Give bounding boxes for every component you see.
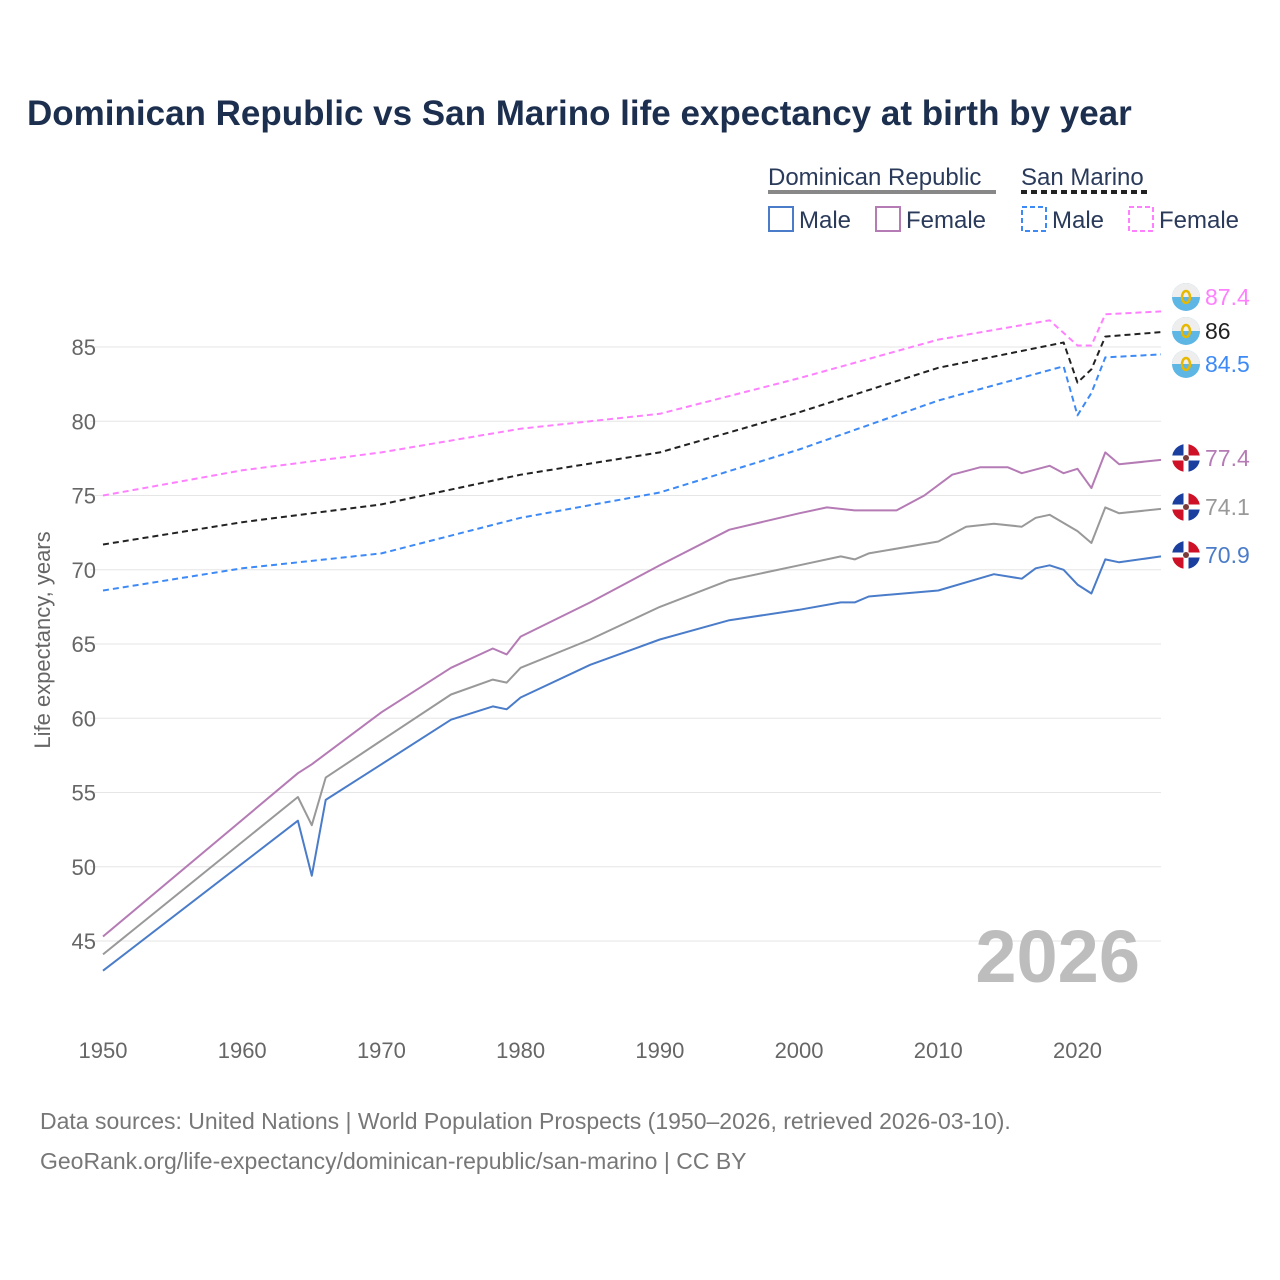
y-tick-label: 45 xyxy=(72,929,96,954)
end-value-label: 70.9 xyxy=(1205,542,1250,568)
x-tick-label: 2010 xyxy=(914,1038,963,1063)
flag-icon xyxy=(1172,350,1200,378)
legend-item-label: Female xyxy=(906,207,986,234)
series-line-san-marino-female xyxy=(102,310,1162,497)
y-tick-label: 70 xyxy=(72,558,96,583)
legend-swatch xyxy=(1128,206,1154,232)
end-value-label: 86 xyxy=(1205,318,1231,344)
flag-icon xyxy=(1172,444,1200,472)
flag-icon xyxy=(1172,283,1200,311)
source-note: Data sources: United Nations | World Pop… xyxy=(40,1108,1011,1134)
end-value-label: 77.4 xyxy=(1205,445,1250,471)
series-line-dominican-republic-male xyxy=(102,555,1162,972)
legend-swatch xyxy=(875,206,901,232)
legend-swatch xyxy=(1021,206,1047,232)
x-tick-label: 2020 xyxy=(1053,1038,1102,1063)
x-tick-label: 2000 xyxy=(775,1038,824,1063)
y-tick-label: 60 xyxy=(72,706,96,731)
flag-icon xyxy=(1172,493,1200,521)
y-tick-label: 55 xyxy=(72,781,96,806)
legend-group-label: Dominican Republic xyxy=(768,164,981,191)
legend-swatch xyxy=(768,206,794,232)
y-tick-label: 50 xyxy=(72,855,96,880)
series-line-dominican-republic-total xyxy=(102,506,1162,956)
year-watermark: 2026 xyxy=(975,915,1140,998)
legend-item-label: Male xyxy=(799,207,851,234)
x-tick-label: 1990 xyxy=(635,1038,684,1063)
end-value-label: 87.4 xyxy=(1205,284,1250,310)
y-tick-label: 65 xyxy=(72,632,96,657)
end-value-label: 84.5 xyxy=(1205,351,1250,377)
x-tick-label: 1970 xyxy=(357,1038,406,1063)
series-line-dominican-republic-female xyxy=(102,451,1162,938)
legend-group-label: San Marino xyxy=(1021,164,1144,191)
legend-item-label: Female xyxy=(1159,207,1239,234)
x-tick-label: 1980 xyxy=(496,1038,545,1063)
flag-icon xyxy=(1172,317,1200,345)
flag-icon xyxy=(1172,541,1200,569)
series-line-san-marino-male xyxy=(102,353,1162,592)
x-tick-label: 1960 xyxy=(218,1038,267,1063)
legend-item-label: Male xyxy=(1052,207,1104,234)
chart-title: Dominican Republic vs San Marino life ex… xyxy=(27,94,1132,133)
y-tick-label: 85 xyxy=(72,335,96,360)
end-value-label: 74.1 xyxy=(1205,494,1250,520)
series-line-san-marino-total xyxy=(102,331,1162,546)
x-tick-label: 1950 xyxy=(79,1038,128,1063)
y-tick-label: 80 xyxy=(72,409,96,434)
y-axis-label: Life expectancy, years xyxy=(30,531,55,748)
y-tick-label: 75 xyxy=(72,484,96,509)
source-url: GeoRank.org/life-expectancy/dominican-re… xyxy=(40,1148,747,1174)
